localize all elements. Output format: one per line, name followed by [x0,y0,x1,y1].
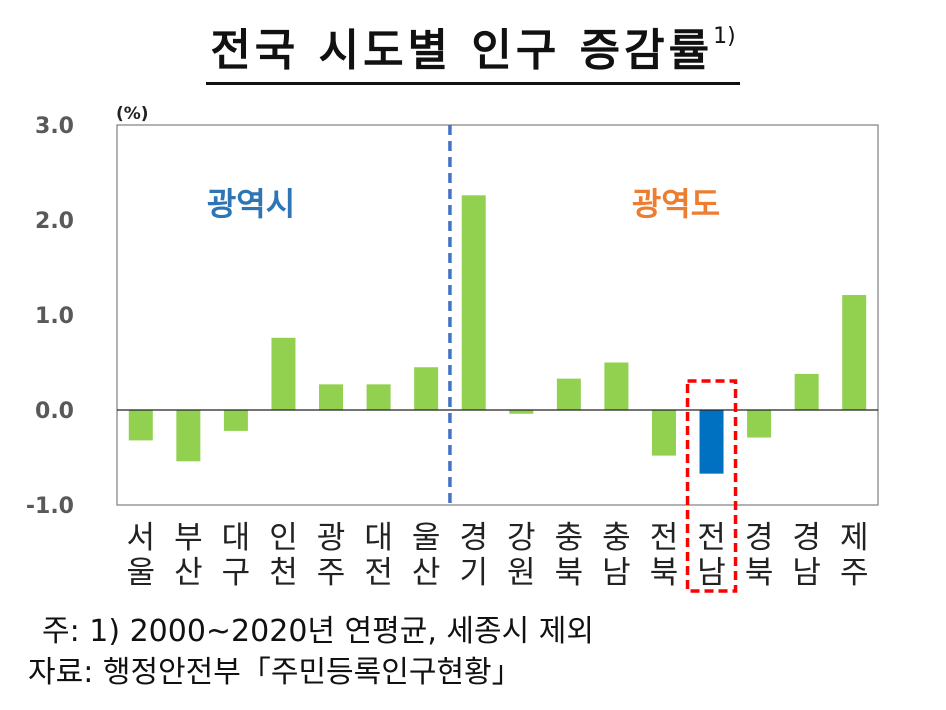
group-label-metropolitan: 광역시 [207,185,295,223]
plot-frame [116,124,879,506]
x-tick-label: 남 [697,555,726,591]
x-tick-label: 부 [174,520,203,556]
x-tick-label: 울 [127,555,156,591]
bar [128,410,153,441]
bar [556,378,581,410]
title-footnote-mark: 1) [713,24,736,49]
x-tick-label: 경 [792,520,821,556]
bar [414,367,439,410]
x-tick-label: 서 [127,520,156,556]
bar [604,362,629,410]
x-tick-label: 경 [745,520,774,556]
highlight-box [685,379,738,593]
bar [319,384,344,410]
x-tick-label: 제 [840,520,869,556]
y-tick-label: 1.0 [35,304,74,329]
y-axis-unit: (%) [116,104,149,124]
x-tick-label: 충 [602,520,631,556]
x-tick-label: 북 [650,555,679,591]
y-tick-label: -1.0 [26,494,74,519]
x-tick-label: 대 [222,520,251,556]
x-tick-label: 전 [650,520,679,556]
x-tick-label: 구 [222,555,251,591]
x-tick-label: 울 [412,520,441,556]
x-tick-label: 광 [317,520,346,556]
x-tick-label: 강 [507,520,536,556]
chart-title-wrap: 전국 시도별 인구 증감률1) [0,8,946,85]
x-tick-label: 인 [269,520,298,556]
y-tick-label: 0.0 [35,399,74,424]
bar [509,410,534,414]
x-tick-label: 주 [840,555,869,591]
x-tick-label: 충 [555,520,584,556]
bar [366,384,391,410]
x-tick-label: 북 [555,555,584,591]
x-tick-label: 경 [459,520,488,556]
bar [794,373,819,410]
x-tick-label: 대 [364,520,393,556]
x-tick-label: 산 [412,555,441,591]
bar [651,410,676,456]
y-tick-label: 2.0 [35,209,74,234]
y-tick-label: 3.0 [35,114,74,139]
bar [271,337,296,410]
chart-title: 전국 시도별 인구 증감률1) [206,8,740,85]
source-line: 자료: 행정안전부「주민등록인구현황」 [28,655,522,690]
x-tick-label: 전 [697,520,726,556]
bar [223,410,248,431]
x-tick-label: 남 [792,555,821,591]
bar [747,410,772,438]
x-tick-label: 기 [459,555,488,591]
chart-title-text: 전국 시도별 인구 증감률 [210,25,714,76]
x-tick-label: 전 [364,555,393,591]
x-tick-label: 남 [602,555,631,591]
bar [461,195,486,410]
bar [176,410,201,462]
x-tick-label: 원 [507,555,536,591]
x-tick-label: 주 [317,555,346,591]
bar [842,295,867,410]
group-label-province: 광역도 [632,185,720,223]
x-tick-label: 산 [174,555,203,591]
bar [699,410,724,474]
x-tick-label: 천 [269,555,298,591]
footnote-line: 주: 1) 2000~2020년 연평균, 세종시 제외 [42,614,594,649]
x-tick-label: 북 [745,555,774,591]
